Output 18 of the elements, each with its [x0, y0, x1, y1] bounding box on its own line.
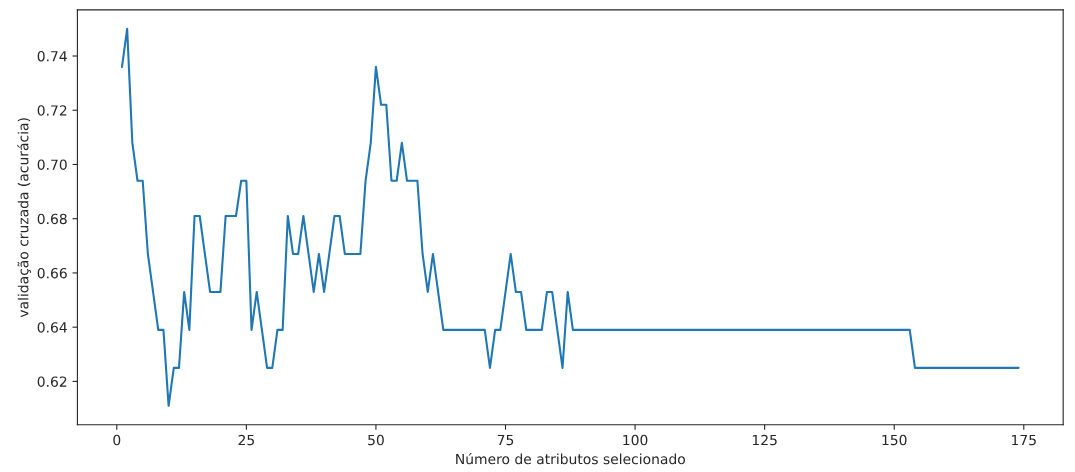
x-tick-label: 175 — [1012, 434, 1036, 446]
y-tick-label: 0.74 — [37, 50, 67, 62]
x-tick-label: 75 — [497, 434, 514, 446]
x-tick-label: 0 — [113, 434, 121, 446]
y-tick-label: 0.72 — [37, 105, 67, 116]
y-tick-label: 0.68 — [37, 213, 67, 225]
x-tick-label: 50 — [368, 434, 384, 446]
y-axis-title: validação cruzada (acurácia) — [17, 118, 31, 318]
line-series — [120, 27, 1020, 407]
y-tick-label: 0.66 — [37, 267, 67, 279]
x-tick-label: 150 — [882, 434, 907, 446]
x-tick-label: 100 — [623, 434, 648, 446]
x-axis-title: Número de atributos selecionado — [456, 452, 685, 465]
y-tick-label: 0.64 — [37, 322, 67, 333]
x-tick-label: 25 — [238, 434, 254, 446]
y-tick-label: 0.62 — [37, 376, 67, 387]
y-tick-label: 0.70 — [37, 159, 67, 170]
x-tick-label: 125 — [752, 434, 777, 446]
